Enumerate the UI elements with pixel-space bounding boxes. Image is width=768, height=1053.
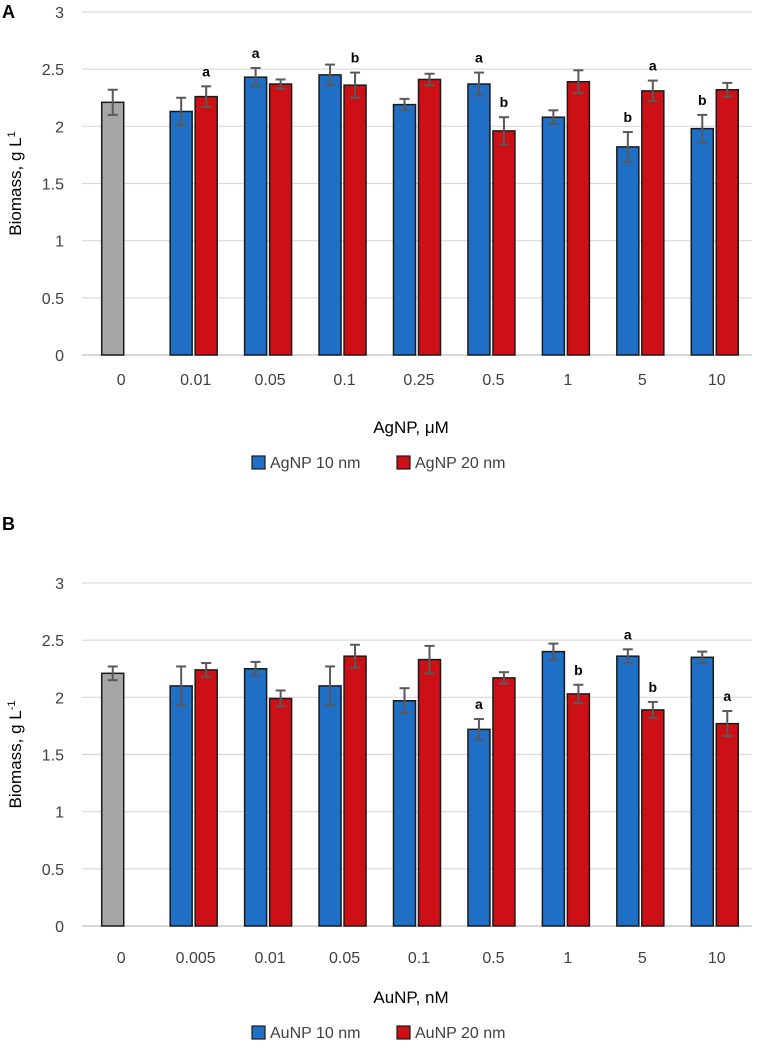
x-tick-label: 0.5 bbox=[482, 950, 504, 967]
x-tick-label: 0 bbox=[117, 372, 126, 389]
bar-10nm bbox=[616, 655, 640, 927]
bar-10nm bbox=[318, 74, 342, 356]
bar-20nm bbox=[641, 90, 665, 356]
bar-20nm bbox=[715, 88, 740, 356]
bar-10nm bbox=[541, 650, 566, 927]
bar-10nm bbox=[392, 103, 417, 356]
significance-label: b bbox=[574, 662, 583, 678]
bar-10nm bbox=[243, 668, 268, 927]
y-tick-label: 0.5 bbox=[42, 862, 64, 879]
legend-swatch-20nm bbox=[396, 455, 411, 470]
bar-20nm bbox=[492, 677, 516, 927]
y-tick-label: 1.5 bbox=[42, 748, 64, 765]
y-axis-label-superscript: 1 bbox=[6, 131, 18, 137]
legend-label-10nm: AuNP 10 nm bbox=[270, 1025, 360, 1042]
x-tick-label: 1 bbox=[563, 372, 572, 389]
x-tick-label: 0.05 bbox=[329, 950, 360, 967]
bar-20nm bbox=[194, 669, 218, 927]
significance-label: b bbox=[500, 94, 509, 110]
significance-label: a bbox=[475, 696, 483, 712]
panel-letter: B bbox=[2, 514, 15, 534]
significance-label: a bbox=[475, 50, 483, 66]
x-tick-label: 0.005 bbox=[176, 950, 216, 967]
x-tick-label: 0 bbox=[117, 950, 126, 967]
y-tick-label: 0 bbox=[55, 348, 64, 365]
y-axis-label: Biomass, g L-1 bbox=[6, 700, 25, 808]
significance-label: a bbox=[723, 688, 731, 704]
x-tick-label: 5 bbox=[638, 950, 647, 967]
bar-10nm bbox=[467, 83, 491, 356]
x-tick-label: 10 bbox=[708, 372, 726, 389]
significance-label: a bbox=[202, 63, 210, 79]
bar-10nm bbox=[318, 685, 342, 927]
y-tick-label: 1 bbox=[55, 234, 64, 251]
bar-control bbox=[100, 101, 125, 356]
y-tick-label: 1 bbox=[55, 805, 64, 822]
significance-label: b bbox=[649, 679, 658, 695]
x-tick-label: 10 bbox=[708, 950, 726, 967]
y-tick-label: 2 bbox=[55, 690, 64, 707]
y-tick-label: 0.5 bbox=[42, 291, 64, 308]
x-tick-label: 0.01 bbox=[180, 372, 211, 389]
bar-control bbox=[100, 672, 125, 927]
significance-label: b bbox=[698, 92, 707, 108]
bar-10nm bbox=[690, 127, 715, 356]
x-tick-label: 1 bbox=[563, 950, 572, 967]
x-tick-label: 5 bbox=[638, 372, 647, 389]
bar-10nm bbox=[169, 685, 193, 927]
chart-panel-b: B 0 0.5 1 1.5 2 2.5 3 Biomass, g L-1 a b a b a 0 0.005 0… bbox=[2, 514, 752, 1042]
bar-10nm bbox=[541, 116, 566, 356]
legend-swatch-10nm bbox=[251, 1025, 266, 1040]
legend-swatch-20nm bbox=[396, 1025, 411, 1040]
y-tick-label: 3 bbox=[55, 5, 64, 22]
bar-20nm bbox=[417, 78, 442, 356]
y-axis-label: Biomass, g L1 bbox=[6, 131, 25, 235]
y-tick-label: 1.5 bbox=[42, 177, 64, 194]
x-tick-label: 0.1 bbox=[333, 372, 355, 389]
bar-20nm bbox=[417, 658, 442, 927]
x-tick-label: 0.05 bbox=[255, 372, 286, 389]
bar-20nm bbox=[566, 693, 591, 927]
bar-20nm bbox=[268, 697, 293, 927]
significance-label: a bbox=[252, 45, 260, 61]
bar-10nm bbox=[243, 76, 268, 356]
x-tick-label: 0.01 bbox=[255, 950, 286, 967]
bar-10nm bbox=[616, 146, 640, 356]
bar-20nm bbox=[343, 84, 367, 356]
bar-10nm bbox=[169, 110, 193, 356]
y-tick-label: 2.5 bbox=[42, 62, 64, 79]
panel-letter: A bbox=[2, 2, 15, 22]
significance-label: b bbox=[351, 50, 360, 66]
y-tick-label: 3 bbox=[55, 576, 64, 593]
significance-label: a bbox=[624, 626, 632, 642]
y-tick-label: 0 bbox=[55, 919, 64, 936]
legend-swatch-10nm bbox=[251, 455, 266, 470]
y-tick-label: 2.5 bbox=[42, 633, 64, 650]
x-tick-label: 0.5 bbox=[482, 372, 504, 389]
bar-20nm bbox=[715, 722, 740, 927]
bar-10nm bbox=[392, 700, 417, 927]
legend-label-20nm: AuNP 20 nm bbox=[415, 1025, 505, 1042]
bar-20nm bbox=[492, 130, 516, 356]
legend-label-10nm: AgNP 10 nm bbox=[270, 455, 360, 472]
bar-20nm bbox=[641, 709, 665, 927]
x-tick-label: 0.25 bbox=[403, 372, 434, 389]
bar-10nm bbox=[467, 728, 491, 927]
x-axis-label: AgNP, μM bbox=[373, 418, 449, 437]
bar-20nm bbox=[343, 655, 367, 927]
significance-label: b bbox=[624, 109, 633, 125]
y-tick-label: 2 bbox=[55, 119, 64, 136]
x-axis-label: AuNP, nM bbox=[373, 988, 448, 1007]
legend-label-20nm: AgNP 20 nm bbox=[415, 455, 505, 472]
bar-20nm bbox=[566, 80, 591, 356]
bar-10nm bbox=[690, 656, 715, 927]
chart-panel-a: A 0 0.5 1 1.5 2 2.5 3 Biomass, g L1 a a b a b b a b 0 0.01… bbox=[2, 2, 752, 472]
significance-label: a bbox=[649, 58, 657, 74]
bar-20nm bbox=[268, 83, 293, 356]
x-tick-label: 0.1 bbox=[408, 950, 430, 967]
y-axis-label-superscript: -1 bbox=[6, 700, 18, 710]
bar-20nm bbox=[194, 95, 218, 356]
